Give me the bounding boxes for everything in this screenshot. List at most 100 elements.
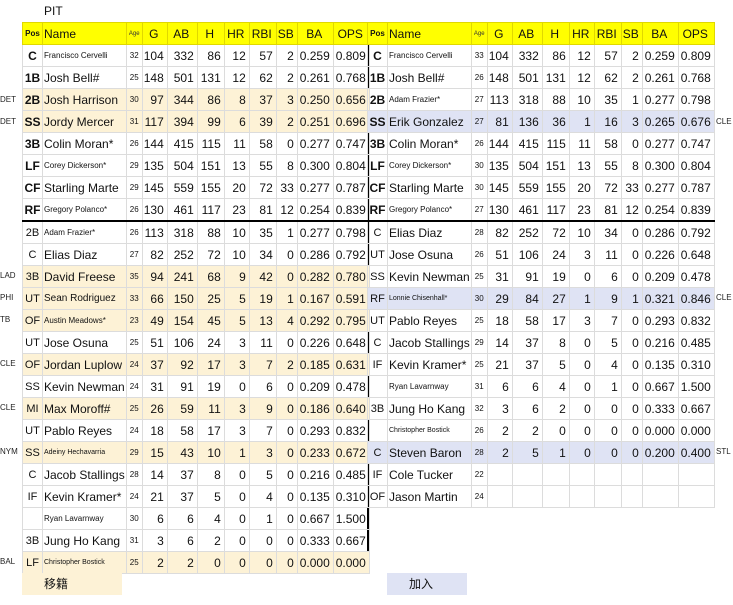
position-cell: CF xyxy=(367,176,388,199)
age-cell: 31 xyxy=(470,375,488,398)
player-row: RF Gregory Polanco* 26 130 461 117 23 81 12 0.254… xyxy=(22,198,370,222)
stat-sb-cell: 0 xyxy=(620,441,643,464)
stat-h-cell: 117 xyxy=(541,198,570,222)
player-row: LF Christopher Bostick 25 2 2 0 0 0 0 0.000 0.000 xyxy=(22,551,370,574)
player-row: SS Kevin Newman 24 31 91 19 0 6 0 0.209 0.478 xyxy=(22,375,370,398)
stat-ba-cell: 0.292 xyxy=(296,309,334,332)
position-cell: C xyxy=(367,441,388,464)
age-cell: 26 xyxy=(470,66,488,89)
stat-hr-cell: 0 xyxy=(568,265,595,288)
stat-ops-cell: 0.787 xyxy=(677,176,715,199)
age-cell: 33 xyxy=(470,44,488,67)
player-row: 1B Josh Bell# 26 148 501 131 12 62 2 0.261 0.768 xyxy=(367,66,715,89)
stat-g-cell: 51 xyxy=(486,243,513,266)
team-title: PIT xyxy=(44,4,63,18)
player-name-cell: Austin Meadows* xyxy=(42,309,127,332)
stat-ab-cell: 332 xyxy=(166,44,198,67)
stat-h-cell xyxy=(541,485,570,508)
stat-ops-cell: 0.640 xyxy=(332,397,370,420)
stat-ops-cell: 0.809 xyxy=(677,44,715,67)
player-name-cell: Kevin Kramer* xyxy=(42,485,127,508)
stat-rbi-cell: 35 xyxy=(593,88,622,111)
stat-hr-cell: 5 xyxy=(223,309,250,332)
player-name-cell: Elias Diaz xyxy=(42,243,127,266)
player-row: OF Jason Martin 24 xyxy=(367,485,715,508)
stat-ba-cell: 0.293 xyxy=(641,309,679,332)
player-name-cell: Jung Ho Kang xyxy=(42,529,127,552)
stat-hr-cell: 8 xyxy=(223,88,250,111)
stat-g-cell: 145 xyxy=(141,176,168,199)
column-header-hr: HR xyxy=(568,22,595,45)
stat-ops-cell: 0.591 xyxy=(332,287,370,310)
stat-hr-cell: 23 xyxy=(568,198,595,222)
stat-ba-cell: 0.209 xyxy=(296,375,334,398)
age-cell: 26 xyxy=(125,220,143,244)
player-name-cell: Kevin Newman xyxy=(42,375,127,398)
stat-g-cell: 6 xyxy=(141,507,168,530)
stat-rbi-cell: 7 xyxy=(593,309,622,332)
stat-ab-cell: 154 xyxy=(166,309,198,332)
stat-ba-cell: 0.254 xyxy=(641,198,679,222)
age-cell: 28 xyxy=(470,441,488,464)
player-name-cell: Ryan Lavarnway xyxy=(387,375,472,398)
stat-sb-cell: 33 xyxy=(620,176,643,199)
stat-ab-cell: 37 xyxy=(511,353,543,376)
position-cell: C xyxy=(367,44,388,67)
position-cell: C xyxy=(367,331,388,354)
player-name-cell: Erik Gonzalez xyxy=(387,110,472,133)
stat-rbi-cell: 13 xyxy=(248,309,277,332)
age-cell: 26 xyxy=(470,419,488,442)
stat-h-cell: 0 xyxy=(196,551,225,574)
player-row: UT Sean Rodriguez 33 66 150 25 5 19 1 0.167 0.591 xyxy=(22,287,370,310)
stat-ba-cell: 0.300 xyxy=(296,154,334,177)
stat-g-cell: 82 xyxy=(486,220,513,244)
stat-g-cell: 104 xyxy=(141,44,168,67)
stat-ab-cell: 504 xyxy=(166,154,198,177)
stat-hr-cell: 12 xyxy=(223,66,250,89)
stat-h-cell: 36 xyxy=(541,110,570,133)
stat-h-cell: 19 xyxy=(541,265,570,288)
stat-sb-cell: 0 xyxy=(620,353,643,376)
age-cell: 26 xyxy=(470,132,488,155)
player-name-cell: Max Moroff# xyxy=(42,397,127,420)
stat-hr-cell: 0 xyxy=(223,507,250,530)
age-cell: 31 xyxy=(125,110,143,133)
stat-ops-cell: 0.676 xyxy=(677,110,715,133)
stat-hr-cell: 3 xyxy=(568,243,595,266)
stat-sb-cell: 0 xyxy=(275,441,298,464)
stat-h-cell: 117 xyxy=(196,198,225,222)
stat-g-cell: 18 xyxy=(486,309,513,332)
stat-h-cell: 68 xyxy=(196,265,225,288)
column-header-age: Age xyxy=(470,22,488,45)
stat-ab-cell: 252 xyxy=(166,243,198,266)
player-row: C Jacob Stallings 29 14 37 8 0 5 0 0.216 0.485 xyxy=(367,331,715,354)
stat-hr-cell: 0 xyxy=(568,441,595,464)
stat-hr-cell xyxy=(568,485,595,508)
column-header-ab: AB xyxy=(166,22,198,45)
player-name-cell: Jacob Stallings xyxy=(387,331,472,354)
age-cell: 25 xyxy=(125,66,143,89)
stat-sb-cell: 2 xyxy=(620,44,643,67)
stat-g-cell: 135 xyxy=(486,154,513,177)
team-code-label: TB xyxy=(0,315,11,324)
stat-ops-cell: 0.667 xyxy=(677,397,715,420)
age-cell: 30 xyxy=(470,176,488,199)
stat-ab-cell: 92 xyxy=(166,353,198,376)
stat-ba-cell: 0.259 xyxy=(641,44,679,67)
stat-rbi-cell: 5 xyxy=(593,331,622,354)
age-cell: 28 xyxy=(470,220,488,244)
stat-ab-cell: 6 xyxy=(511,397,543,420)
stat-ab-cell: 318 xyxy=(166,220,198,244)
player-row: Christopher Bostick 26 2 2 0 0 0 0 0.000 0.000 xyxy=(367,419,715,442)
stat-ba-cell: 0.300 xyxy=(641,154,679,177)
stat-hr-cell: 1 xyxy=(568,110,595,133)
stat-g-cell: 144 xyxy=(141,132,168,155)
stat-sb-cell: 2 xyxy=(275,353,298,376)
player-row: IF Kevin Kramer* 24 21 37 5 0 4 0 0.135 0.310 xyxy=(22,485,370,508)
player-row: RF Lonnie Chisenhall* 30 29 84 27 1 9 1 0.321 0.84… xyxy=(367,287,715,310)
player-row: 2B Josh Harrison 30 97 344 86 8 37 3 0.250 0.656 xyxy=(22,88,370,111)
stat-sb-cell: 1 xyxy=(620,287,643,310)
player-row: Ryan Lavarnway 31 6 6 4 0 1 0 0.667 1.500 xyxy=(367,375,715,398)
stat-sb-cell: 0 xyxy=(620,419,643,442)
stat-ba-cell: 0.667 xyxy=(296,507,334,530)
